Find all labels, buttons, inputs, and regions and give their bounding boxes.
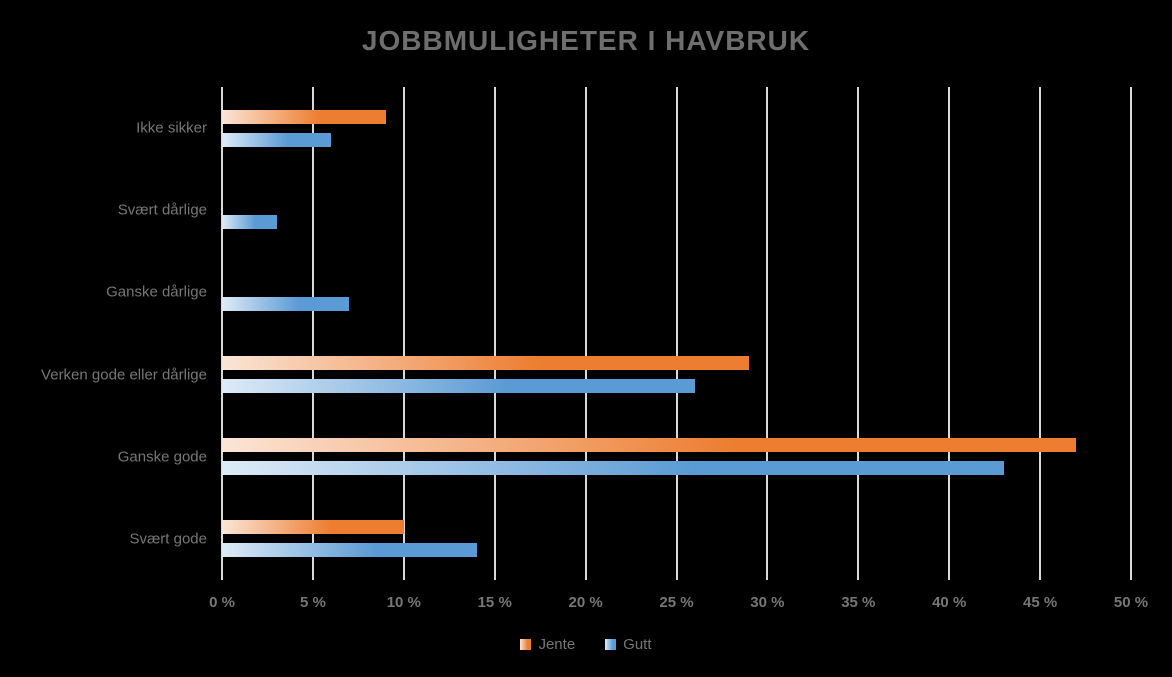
category-label: Svært dårlige	[117, 201, 207, 219]
bar-gutt	[222, 461, 1004, 476]
gridline	[584, 87, 587, 580]
gridline	[857, 87, 860, 580]
gridline	[493, 87, 496, 580]
x-tick-label: 10 %	[386, 594, 421, 611]
legend-item-gutt: Gutt	[605, 636, 652, 653]
gridline	[311, 87, 314, 580]
gridline	[948, 87, 951, 580]
legend-label: Gutt	[623, 636, 652, 653]
plot-area	[221, 87, 1132, 580]
x-tick-label: 15 %	[477, 594, 512, 611]
legend-label: Jente	[538, 636, 576, 653]
gridline	[675, 87, 678, 580]
legend-swatch-jente	[520, 639, 532, 650]
gridline	[402, 87, 405, 580]
bar-jente	[222, 109, 386, 124]
bar-jente	[222, 438, 1077, 453]
gridline	[221, 87, 223, 580]
x-tick-label: 25 %	[659, 594, 694, 611]
bar-gutt	[222, 296, 350, 311]
bar-gutt	[222, 132, 332, 147]
bar-jente	[222, 356, 750, 371]
gridline	[1039, 87, 1042, 580]
x-tick-label: 45 %	[1022, 594, 1058, 611]
category-label: Ganske dårlige	[106, 283, 207, 301]
gridline	[1130, 87, 1132, 580]
x-tick-label: 40 %	[932, 594, 967, 611]
legend-swatch-gutt	[605, 639, 617, 650]
legend-item-jente: Jente	[520, 636, 575, 653]
y-axis-labels: Ikke sikker Svært dårlige Ganske dårlige Ve…	[0, 87, 207, 580]
bar-gutt	[222, 214, 277, 229]
chart-title: JOBBMULIGHETER I HAVBRUK	[361, 25, 811, 56]
bar-gutt	[222, 543, 477, 558]
category-label: Ikke sikker	[136, 119, 207, 137]
x-tick-label: 5 %	[299, 594, 326, 611]
bar-gutt	[222, 379, 695, 394]
gridline	[766, 87, 769, 580]
category-label: Verken gode eller dårlige	[41, 366, 207, 384]
x-tick-label: 35 %	[841, 594, 876, 611]
bar-jente	[222, 520, 404, 535]
category-label: Ganske gode	[117, 448, 207, 466]
x-axis-labels: 0 % 5 % 10 % 15 % 20 % 25 % 30 % 35 % 40 % 45 % 50…	[209, 594, 1148, 616]
x-tick-label: 20 %	[568, 594, 603, 611]
category-label: Svært gode	[129, 530, 207, 548]
x-tick-label: 50 %	[1113, 594, 1149, 611]
x-tick-label: 0 %	[209, 594, 235, 611]
legend: Jente Gutt	[0, 636, 1172, 653]
x-tick-label: 30 %	[750, 594, 785, 611]
